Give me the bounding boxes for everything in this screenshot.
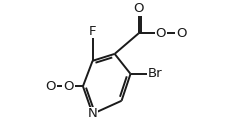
Text: N: N: [88, 107, 98, 120]
Text: F: F: [89, 25, 96, 38]
Text: O: O: [45, 80, 56, 93]
Text: O: O: [176, 27, 187, 40]
Text: O: O: [63, 80, 74, 93]
Text: Br: Br: [148, 67, 163, 80]
Text: O: O: [134, 2, 144, 15]
Text: O: O: [156, 27, 166, 40]
